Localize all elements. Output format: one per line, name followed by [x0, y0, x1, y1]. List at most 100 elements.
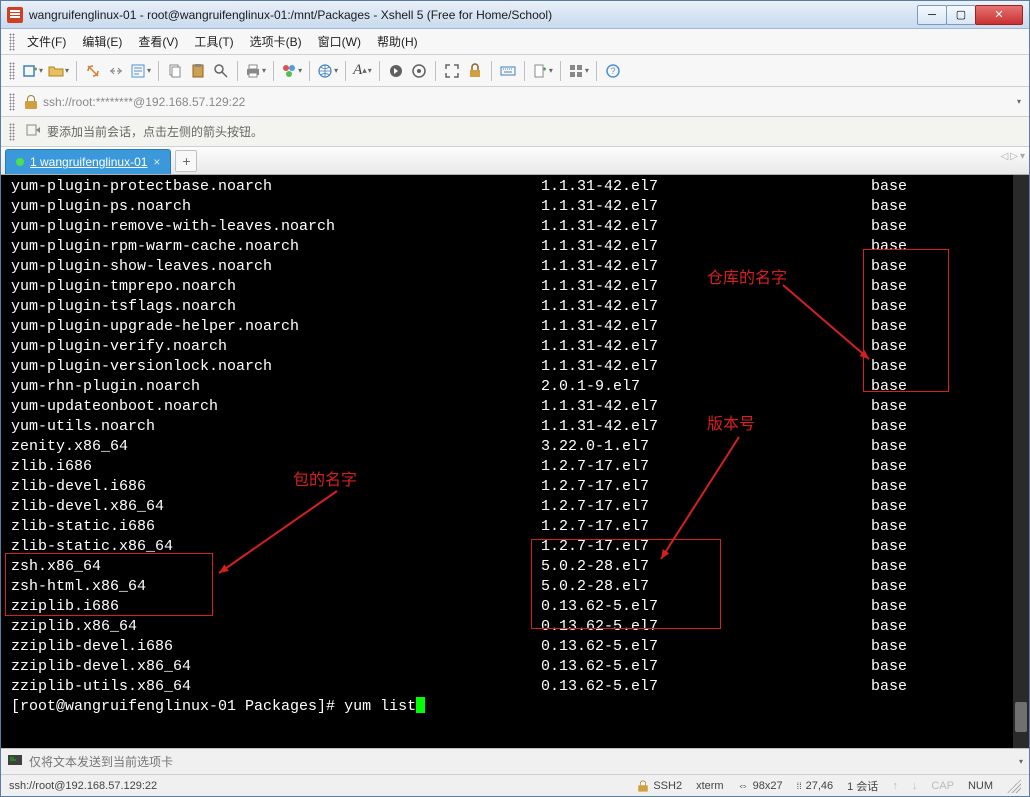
terminal-row: zziplib-devel.x86_640.13.62-5.el7base [11, 657, 1019, 677]
close-button[interactable]: ✕ [975, 5, 1023, 25]
pkg-name: zsh.x86_64 [11, 557, 541, 577]
status-dot-icon [16, 158, 24, 166]
address-dropdown[interactable]: ▾ [1017, 97, 1021, 106]
menu-tools[interactable]: 工具(T) [186, 30, 241, 53]
pkg-version: 1.2.7-17.el7 [541, 477, 871, 497]
menu-window[interactable]: 窗口(W) [310, 30, 369, 53]
terminal-row: yum-plugin-ps.noarch1.1.31-42.el7base [11, 197, 1019, 217]
status-sessions: 1 会话 [847, 778, 878, 794]
address-text[interactable]: ssh://root:********@192.168.57.129:22 [43, 95, 1010, 109]
pkg-repo: base [871, 477, 907, 497]
pkg-repo: base [871, 357, 907, 377]
pkg-version: 1.1.31-42.el7 [541, 277, 871, 297]
pkg-name: yum-plugin-ps.noarch [11, 197, 541, 217]
terminal-row: yum-plugin-verify.noarch1.1.31-42.el7bas… [11, 337, 1019, 357]
terminal-scrollbar[interactable] [1013, 175, 1029, 748]
status-down-icon[interactable]: ↓ [912, 780, 918, 792]
scrollbar-thumb[interactable] [1015, 702, 1027, 732]
compose-bar: ▾ [1, 748, 1029, 774]
pkg-name: yum-plugin-tmprepo.noarch [11, 277, 541, 297]
new-session-button[interactable]: ▾ [20, 59, 45, 83]
keyboard-button[interactable] [497, 59, 519, 83]
fullscreen-button[interactable] [441, 59, 463, 83]
terminal[interactable]: yum-plugin-protectbase.noarch1.1.31-42.e… [1, 175, 1029, 748]
tab-list-icon[interactable]: ▾ [1020, 151, 1025, 162]
lock-button[interactable] [464, 59, 486, 83]
xagent-button[interactable] [408, 59, 430, 83]
grip-icon [9, 62, 15, 80]
pkg-repo: base [871, 637, 907, 657]
print-button[interactable]: ▾ [243, 59, 268, 83]
pkg-version: 1.2.7-17.el7 [541, 537, 871, 557]
menu-edit[interactable]: 编辑(E) [74, 30, 130, 53]
new-file-button[interactable]: ▾ [530, 59, 555, 83]
status-proto: SSH2 [637, 779, 682, 793]
pkg-version: 2.0.1-9.el7 [541, 377, 871, 397]
app-icon [7, 7, 23, 23]
pkg-repo: base [871, 257, 907, 277]
pkg-repo: base [871, 397, 907, 417]
maximize-button[interactable]: ▢ [946, 5, 976, 25]
help-button[interactable]: ? [602, 59, 624, 83]
lang-button[interactable]: ▾ [315, 59, 340, 83]
tab-prev-icon[interactable]: ◁ [1001, 151, 1009, 162]
tabstrip: 1 wangruifenglinux-01 × + ◁ ▷ ▾ [1, 147, 1029, 175]
terminal-row: yum-rhn-plugin.noarch2.0.1-9.el7base [11, 377, 1019, 397]
pkg-repo: base [871, 557, 907, 577]
paste-button[interactable] [187, 59, 209, 83]
compose-icon[interactable] [7, 752, 23, 771]
pkg-version: 1.2.7-17.el7 [541, 457, 871, 477]
menu-file[interactable]: 文件(F) [19, 30, 74, 53]
terminal-row: yum-plugin-versionlock.noarch1.1.31-42.e… [11, 357, 1019, 377]
properties-button[interactable]: ▾ [128, 59, 153, 83]
minimize-button[interactable]: ─ [917, 5, 947, 25]
pkg-version: 1.2.7-17.el7 [541, 517, 871, 537]
pkg-name: zenity.x86_64 [11, 437, 541, 457]
terminal-row: zlib-static.x86_641.2.7-17.el7base [11, 537, 1019, 557]
pkg-name: yum-utils.noarch [11, 417, 541, 437]
compose-dropdown[interactable]: ▾ [1019, 757, 1023, 766]
copy-button[interactable] [164, 59, 186, 83]
terminal-row: zlib-devel.i6861.2.7-17.el7base [11, 477, 1019, 497]
pkg-name: zziplib.x86_64 [11, 617, 541, 637]
tile-button[interactable]: ▾ [566, 59, 591, 83]
terminal-row: yum-utils.noarch1.1.31-42.el7base [11, 417, 1019, 437]
titlebar[interactable]: wangruifenglinux-01 - root@wangruifengli… [1, 1, 1029, 29]
pkg-repo: base [871, 577, 907, 597]
pkg-version: 1.1.31-42.el7 [541, 197, 871, 217]
pkg-name: yum-updateonboot.noarch [11, 397, 541, 417]
cursor [416, 697, 425, 713]
compose-input[interactable] [29, 755, 1012, 769]
menu-help[interactable]: 帮助(H) [369, 30, 426, 53]
pkg-version: 1.1.31-42.el7 [541, 357, 871, 377]
resize-grip-icon[interactable] [1007, 779, 1021, 793]
add-session-icon[interactable] [25, 122, 41, 141]
disconnect-button[interactable] [105, 59, 127, 83]
script-button[interactable] [385, 59, 407, 83]
pkg-repo: base [871, 617, 907, 637]
pkg-repo: base [871, 237, 907, 257]
pkg-repo: base [871, 177, 907, 197]
open-button[interactable]: ▾ [46, 59, 71, 83]
pkg-version: 1.1.31-42.el7 [541, 297, 871, 317]
reconnect-button[interactable] [82, 59, 104, 83]
color-button[interactable]: ▾ [279, 59, 304, 83]
pkg-name: zlib-devel.i686 [11, 477, 541, 497]
status-connection: ssh://root@192.168.57.129:22 [9, 780, 157, 792]
pkg-name: zlib-static.i686 [11, 517, 541, 537]
tab-add-button[interactable]: + [175, 150, 197, 172]
pkg-name: zlib.i686 [11, 457, 541, 477]
tab-close-icon[interactable]: × [153, 155, 160, 169]
pkg-name: yum-plugin-protectbase.noarch [11, 177, 541, 197]
pkg-name: zlib-static.x86_64 [11, 537, 541, 557]
prompt-line: [root@wangruifenglinux-01 Packages]# yum… [11, 697, 1019, 717]
find-button[interactable] [210, 59, 232, 83]
status-up-icon[interactable]: ↑ [892, 780, 898, 792]
session-tab[interactable]: 1 wangruifenglinux-01 × [5, 149, 171, 174]
terminal-row: yum-plugin-tmprepo.noarch1.1.31-42.el7ba… [11, 277, 1019, 297]
pkg-name: zziplib-utils.x86_64 [11, 677, 541, 697]
font-button[interactable]: A▴▾ [351, 59, 374, 83]
tab-next-icon[interactable]: ▷ [1010, 151, 1018, 162]
menu-tab[interactable]: 选项卡(B) [242, 30, 310, 53]
menu-view[interactable]: 查看(V) [130, 30, 186, 53]
